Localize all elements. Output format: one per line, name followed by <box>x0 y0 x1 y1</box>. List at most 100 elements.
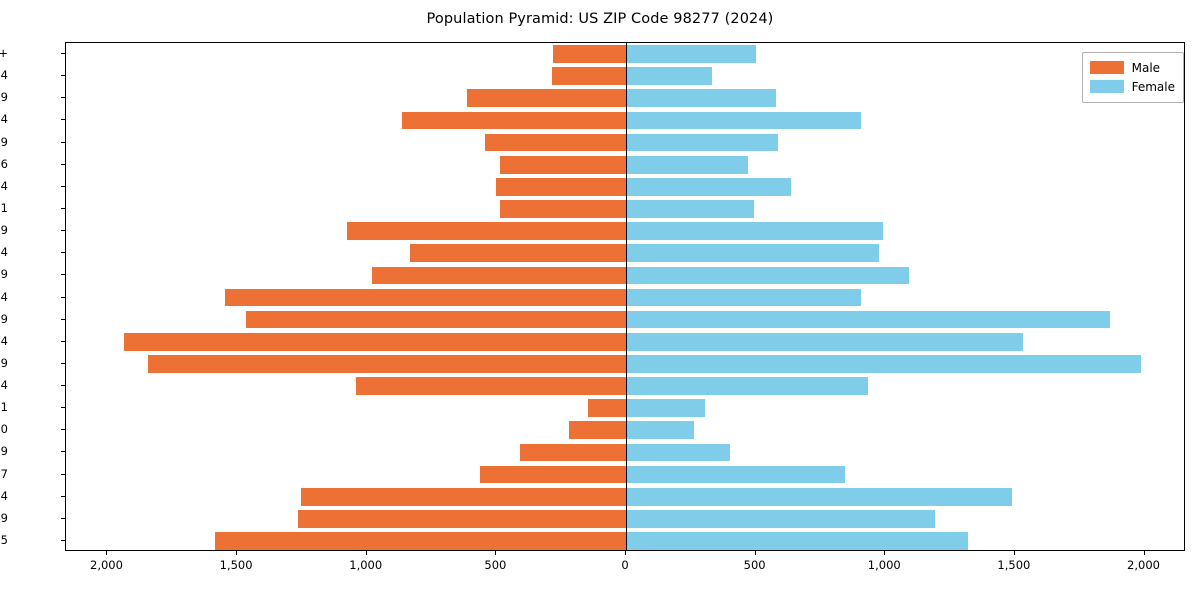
bar-male <box>484 133 626 152</box>
y-tick-label: 18-19 <box>0 444 8 459</box>
x-tick-label: 2,000 <box>90 558 123 572</box>
bar-female <box>626 310 1110 329</box>
bar-female <box>626 443 730 462</box>
bar-group <box>66 177 1184 196</box>
bar-male <box>300 487 626 506</box>
x-tick-label: 500 <box>743 558 766 572</box>
bar-female <box>626 155 748 174</box>
bar-female <box>626 266 909 285</box>
bar-male <box>298 509 626 528</box>
bar-female <box>626 133 778 152</box>
bar-female <box>626 355 1141 373</box>
x-tick-label: 1,000 <box>349 558 383 572</box>
y-tick-mark <box>61 429 65 431</box>
x-tick-label: 0 <box>621 558 629 572</box>
x-tick-mark <box>236 551 238 555</box>
x-tick-label: 2,000 <box>1127 558 1160 572</box>
y-tick-mark <box>61 274 65 276</box>
bar-group <box>66 244 1184 263</box>
y-tick-label: 45-49 <box>0 267 8 282</box>
y-tick-mark <box>61 296 65 298</box>
x-tick-mark <box>495 551 497 555</box>
bar-group <box>66 133 1184 152</box>
x-tick-label: 1,500 <box>997 558 1031 572</box>
bar-male <box>246 310 626 329</box>
bar-male <box>371 266 626 285</box>
y-tick-mark <box>61 185 65 187</box>
y-tick-label: 62-64 <box>0 178 8 193</box>
bar-female <box>626 509 935 528</box>
bar-male <box>467 89 626 108</box>
x-tick-mark <box>106 551 108 555</box>
legend-entry[interactable]: Male <box>1089 58 1175 77</box>
bar-female <box>626 111 861 130</box>
legend-entry[interactable]: Female <box>1089 77 1175 96</box>
x-tick-mark <box>365 551 367 555</box>
bar-male <box>553 45 626 63</box>
y-tick-mark <box>61 539 65 541</box>
bar-female <box>626 177 791 196</box>
bar-female <box>626 67 712 86</box>
x-tick-mark <box>625 551 626 555</box>
bar-group <box>66 421 1184 440</box>
bar-male <box>519 443 626 462</box>
legend-label: Female <box>1131 79 1175 94</box>
bar-group <box>66 332 1184 351</box>
bar-male <box>147 355 626 373</box>
bar-group <box>66 111 1184 130</box>
y-tick-label: 30-34 <box>0 333 8 348</box>
y-tick-mark <box>61 318 65 320</box>
x-tick-label: 1,500 <box>219 558 253 572</box>
bar-female <box>626 222 883 240</box>
bar-group <box>66 288 1184 307</box>
y-tick-mark <box>61 495 65 497</box>
plot-area <box>65 42 1185 551</box>
y-tick-label: 75-79 <box>0 90 8 105</box>
y-tick-label: 60-61 <box>0 200 8 215</box>
bar-male <box>409 244 626 263</box>
x-tick-label: 1,000 <box>867 558 901 572</box>
y-tick-label: 20 <box>0 422 8 437</box>
bar-group <box>66 67 1184 86</box>
bar-male <box>356 377 626 395</box>
y-tick-mark <box>61 340 65 342</box>
y-tick-label: Under 5 <box>0 532 8 547</box>
y-tick-label: 40-44 <box>0 289 8 304</box>
bar-male <box>480 465 626 484</box>
y-tick-mark <box>61 517 65 519</box>
y-tick-label: 55-59 <box>0 223 8 238</box>
bar-group <box>66 266 1184 285</box>
y-tick-mark <box>61 53 65 55</box>
y-tick-label: 80-84 <box>0 68 8 83</box>
bar-male <box>347 222 626 240</box>
y-tick-label: 22-24 <box>0 378 8 393</box>
bar-female <box>626 200 755 218</box>
bar-female <box>626 399 706 417</box>
bar-group <box>66 399 1184 417</box>
y-tick-label: 65-66 <box>0 156 8 171</box>
x-tick-mark <box>1013 551 1015 555</box>
bar-male <box>215 532 626 550</box>
y-tick-mark <box>61 230 65 232</box>
bar-female <box>626 288 861 307</box>
bar-male <box>225 288 626 307</box>
y-tick-label: 67-69 <box>0 134 8 149</box>
y-tick-mark <box>61 75 65 77</box>
y-tick-mark <box>61 451 65 453</box>
bar-group <box>66 200 1184 218</box>
bar-female <box>626 332 1023 351</box>
x-tick-label: 500 <box>484 558 507 572</box>
bar-group <box>66 89 1184 108</box>
y-tick-mark <box>61 385 65 387</box>
x-tick-mark <box>754 551 756 555</box>
bar-group <box>66 487 1184 506</box>
y-tick-mark <box>61 473 65 475</box>
zero-axis-line <box>626 43 627 550</box>
chart-legend: Male Female <box>1081 52 1184 103</box>
bar-male <box>552 67 626 86</box>
y-tick-label: 70-74 <box>0 112 8 127</box>
y-tick-label: 25-29 <box>0 355 8 370</box>
y-tick-mark <box>61 252 65 254</box>
bar-female <box>626 45 757 63</box>
bar-group <box>66 45 1184 63</box>
